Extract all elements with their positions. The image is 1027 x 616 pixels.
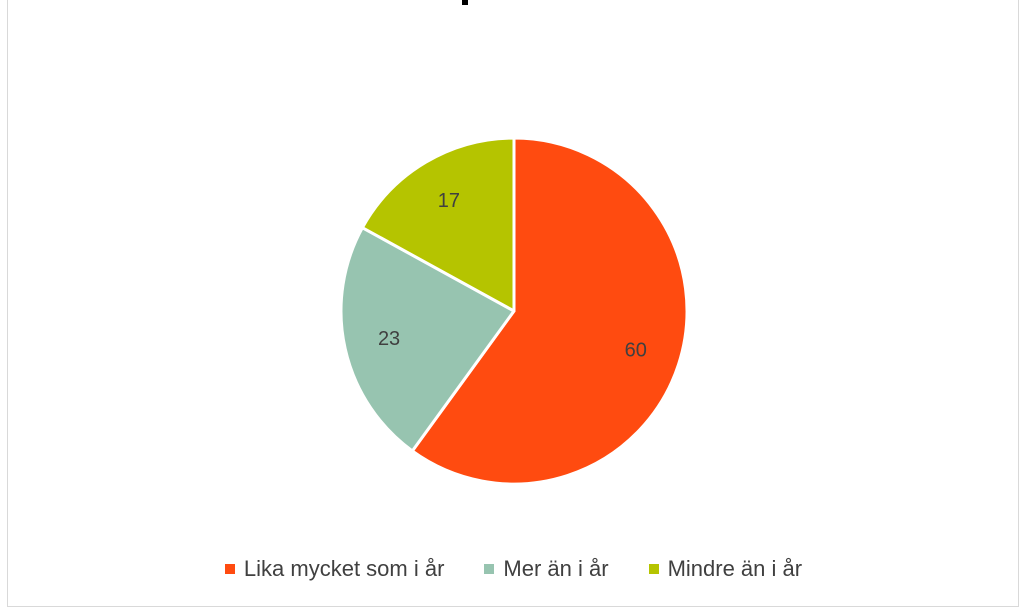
legend-swatch: [224, 564, 235, 574]
legend-swatch: [484, 564, 495, 574]
pie-slice: [410, 136, 689, 486]
legend-label: Mindre än i år: [667, 556, 803, 581]
data-label: 17: [438, 190, 460, 212]
data-label: 60: [625, 340, 647, 362]
legend-item: Mindre än i år: [648, 556, 803, 582]
legend-item: Mer än i år: [484, 556, 609, 582]
legend-label: Lika mycket som i år: [243, 556, 445, 581]
legend: Lika mycket som i år Mer än i år Mindre än…: [0, 556, 1027, 582]
data-label: 23: [378, 328, 400, 350]
legend-item: Lika mycket som i år: [224, 556, 445, 582]
pie-slice: [339, 226, 516, 453]
pie-slice: [360, 136, 516, 313]
legend-label: Mer än i år: [503, 556, 609, 581]
chart-title-fragment: [462, 0, 468, 5]
legend-swatch: [648, 564, 659, 574]
